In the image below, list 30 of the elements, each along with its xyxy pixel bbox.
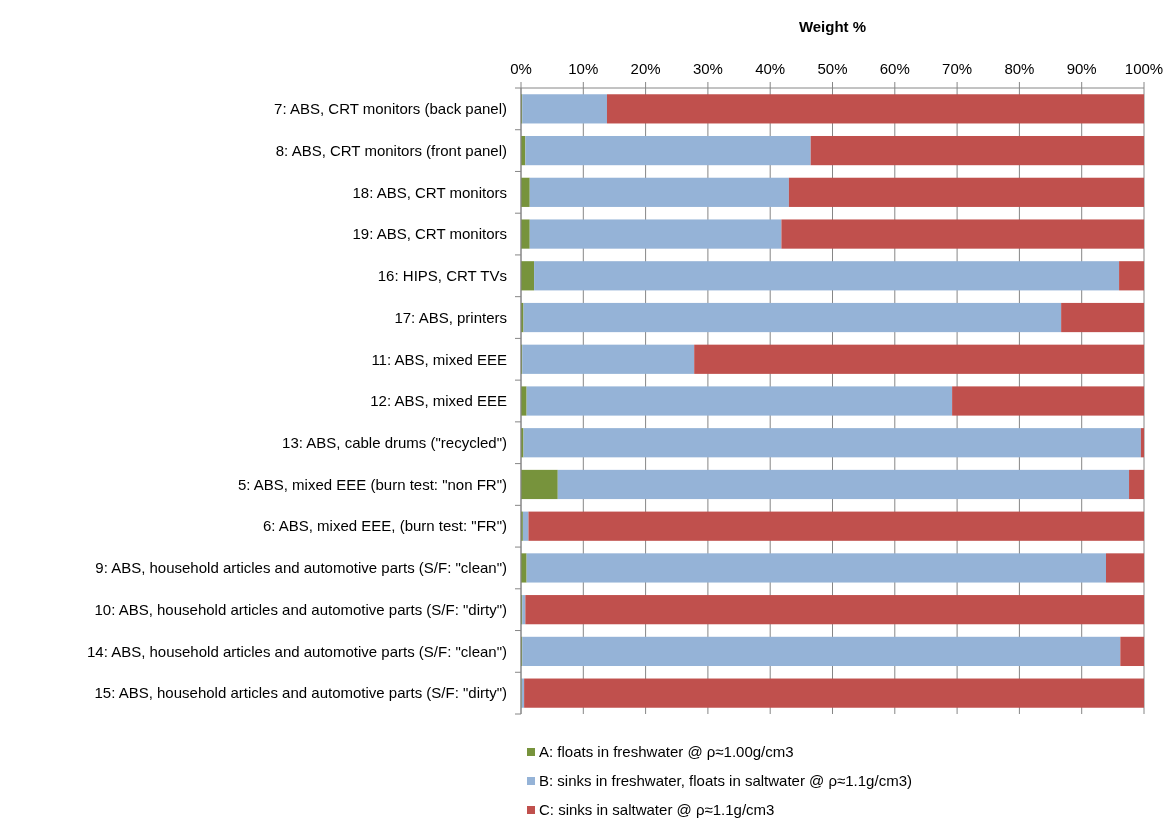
y-tick-label: 19: ABS, CRT monitors: [352, 225, 507, 243]
y-tick-label: 12: ABS, mixed EEE: [370, 392, 507, 410]
y-tick-label: 15: ABS, household articles and automotive parts (S/F: "dirty"): [94, 684, 507, 702]
y-tick-label: 10: ABS, household articles and automotive parts (S/F: "dirty"): [94, 600, 507, 618]
x-tick-label: 40%: [755, 60, 786, 77]
x-axis-title: Weight %: [798, 18, 867, 35]
x-tick-label: 0%: [510, 60, 532, 77]
x-tick-label: 20%: [630, 60, 661, 77]
x-tick-label: 10%: [568, 60, 599, 77]
legend-label: C: sinks in saltwater @ ρ≈1.1g/cm3: [539, 801, 775, 818]
x-tick-label: 70%: [942, 60, 973, 77]
y-tick-label: 17: ABS, printers: [394, 308, 507, 326]
x-tick-label: 60%: [879, 60, 910, 77]
legend-label: B: sinks in freshwater, floats in saltwater @ ρ≈1.1g/cm3): [539, 772, 912, 789]
y-tick-label: 5: ABS, mixed EEE (burn test: "non FR"): [237, 475, 507, 493]
y-tick-label: 13: ABS, cable drums ("recycled"): [282, 433, 507, 451]
x-tick-label: 50%: [817, 60, 848, 77]
x-tick-label: 100%: [1124, 60, 1164, 77]
y-tick-label: 6: ABS, mixed EEE, (burn test: "FR"): [262, 517, 507, 535]
legend-label: A: floats in freshwater @ ρ≈1.00g/cm3: [539, 743, 794, 760]
x-tick-label: 80%: [1004, 60, 1035, 77]
y-tick-label: 14: ABS, household articles and automotive parts (S/F: "clean"): [86, 642, 507, 660]
y-tick-label: 9: ABS, household articles and automotive parts (S/F: "clean"): [95, 559, 507, 577]
y-tick-label: 8: ABS, CRT monitors (front panel): [275, 141, 507, 159]
y-tick-label: 11: ABS, mixed EEE: [371, 350, 507, 368]
x-tick-label: 30%: [692, 60, 723, 77]
y-tick-label: 18: ABS, CRT monitors: [352, 183, 507, 201]
x-tick-label: 90%: [1066, 60, 1097, 77]
y-tick-label: 16: HIPS, CRT TVs: [377, 267, 507, 285]
y-tick-label: 7: ABS, CRT monitors (back panel): [274, 100, 507, 118]
